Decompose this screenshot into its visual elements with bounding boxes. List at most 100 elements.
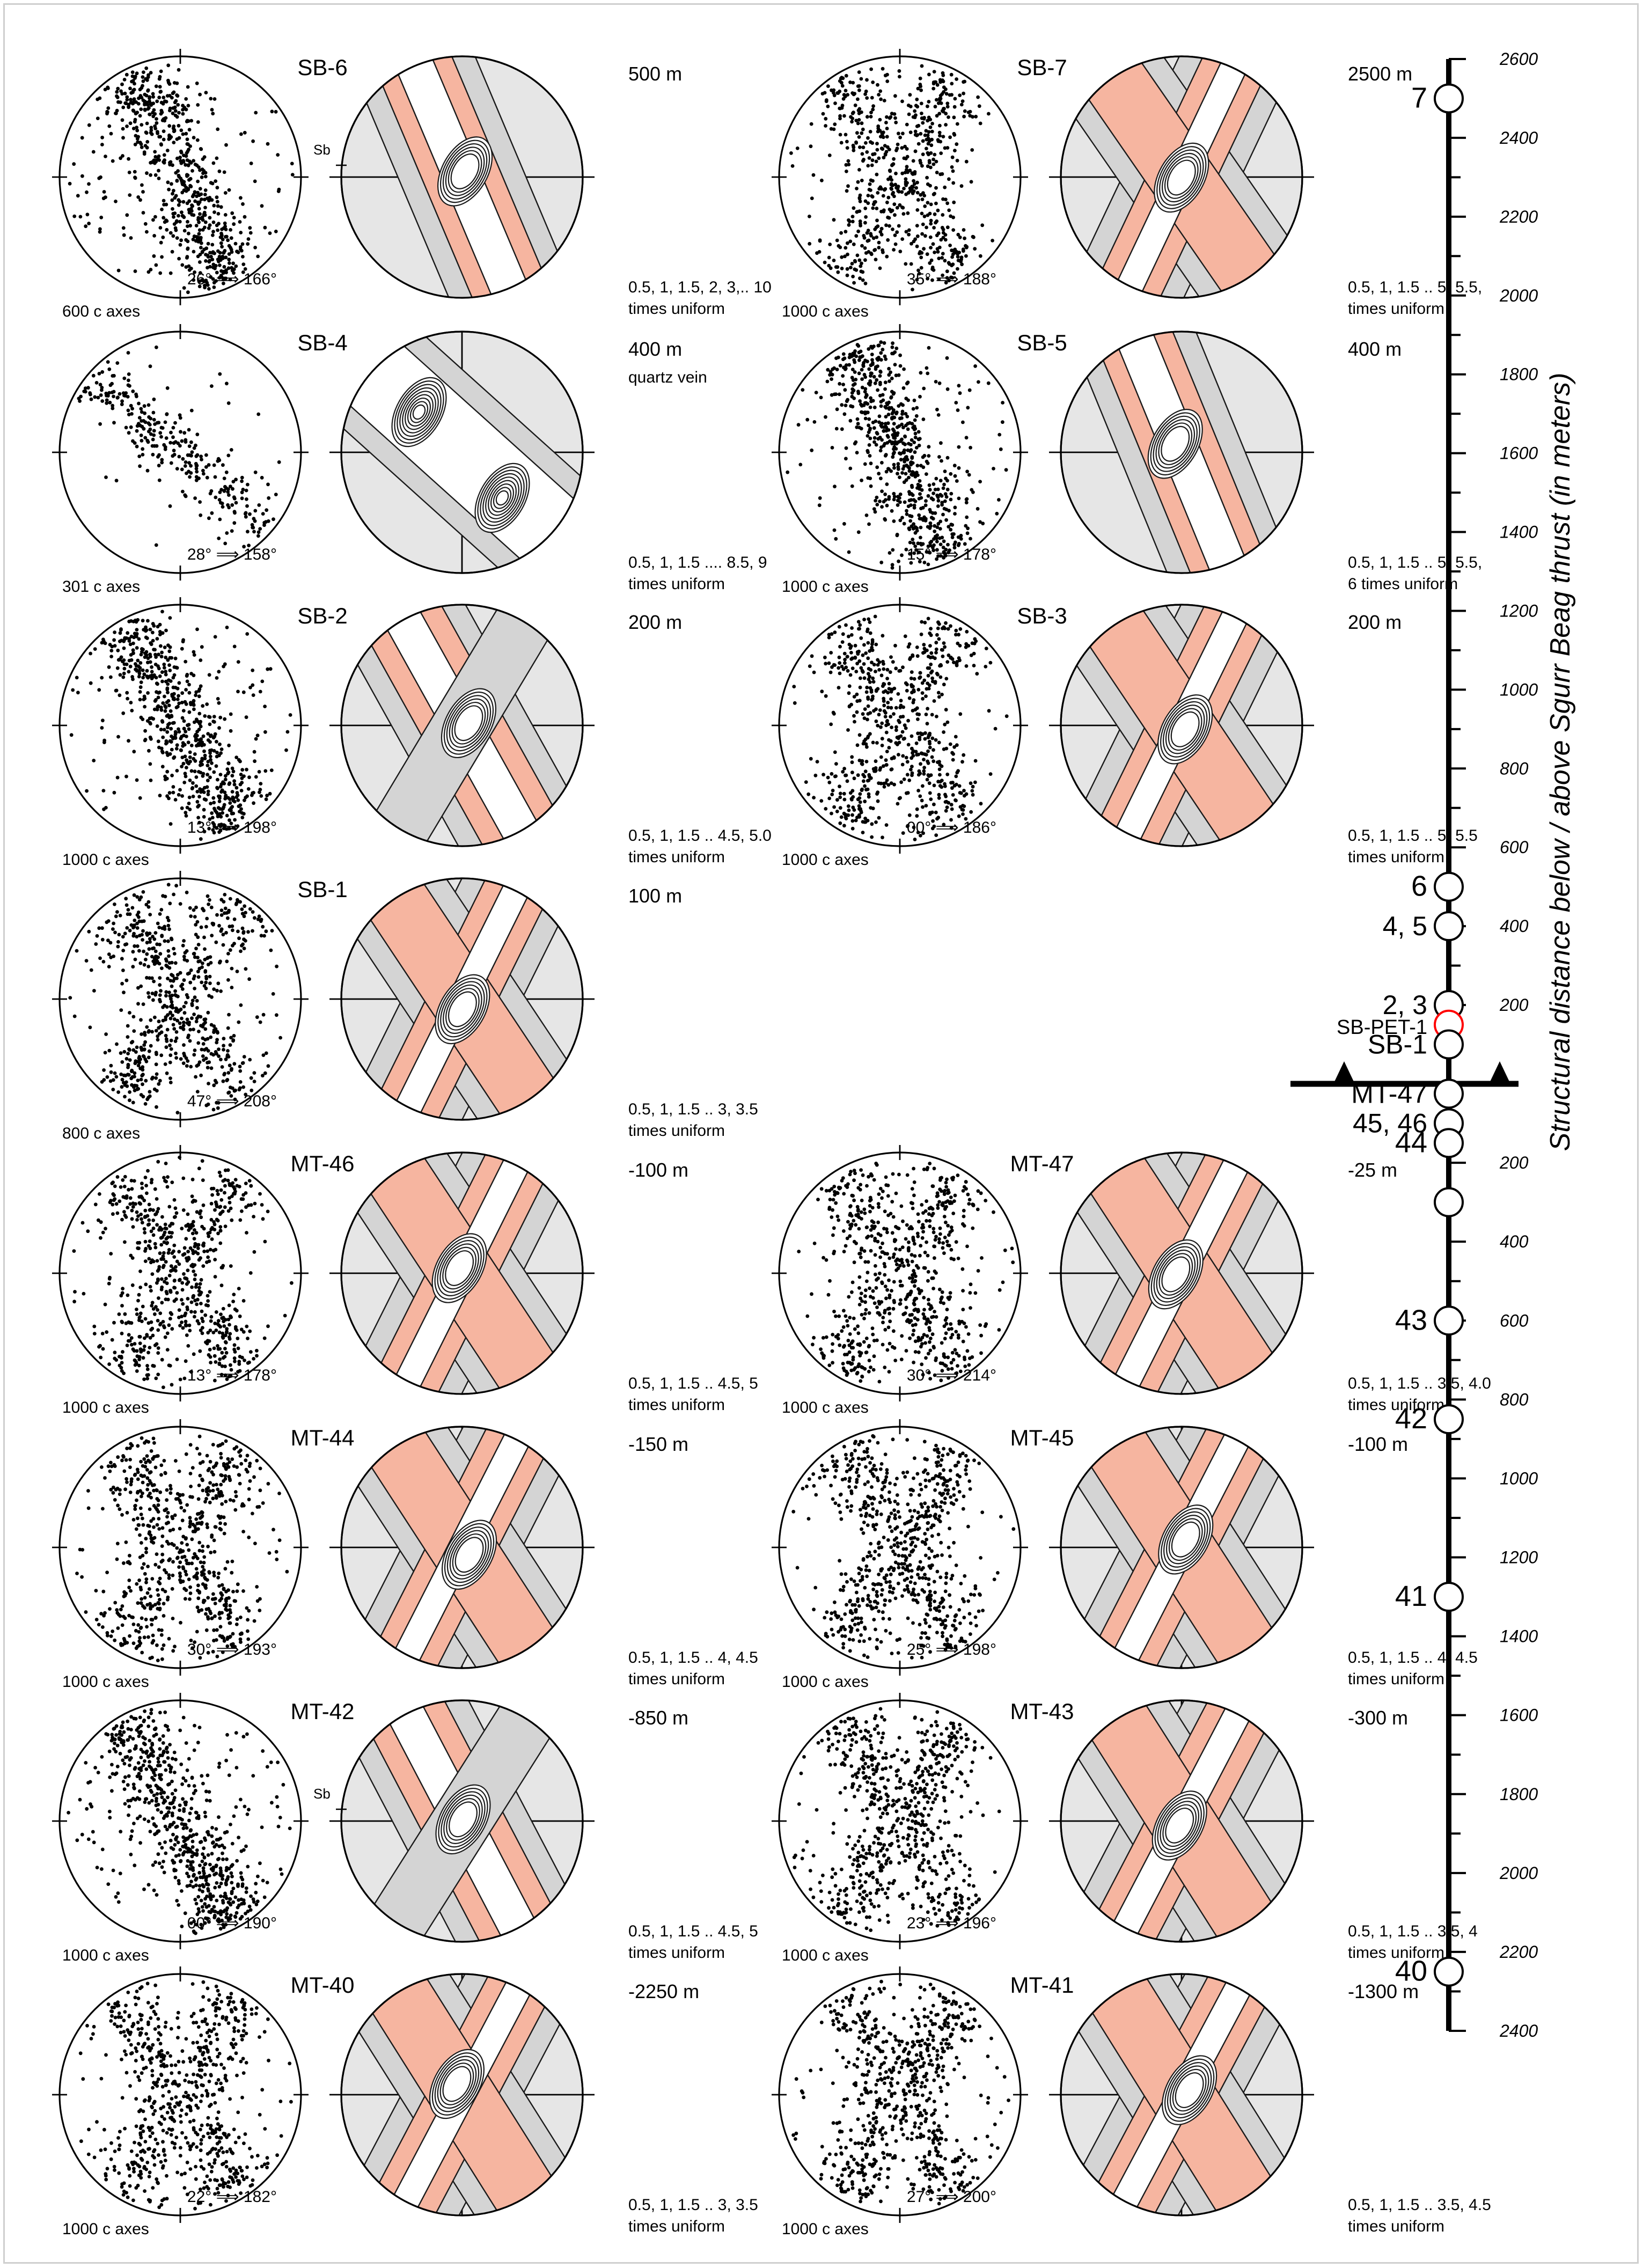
c-axis-point <box>146 1350 150 1355</box>
c-axis-point <box>165 219 169 223</box>
c-axis-point <box>201 704 205 708</box>
c-axis-point <box>154 1076 158 1080</box>
c-axis-point <box>195 194 199 199</box>
c-axis-point <box>184 702 188 706</box>
c-axis-point <box>252 750 256 754</box>
c-axis-point <box>898 439 903 443</box>
c-axis-point <box>893 182 898 187</box>
c-axis-point <box>841 770 845 774</box>
c-axis-point <box>898 518 903 523</box>
c-axis-point <box>224 143 228 147</box>
c-axis-point <box>184 494 188 498</box>
c-axis-point <box>138 1057 142 1061</box>
c-axis-point <box>131 439 135 443</box>
c-axis-point <box>871 236 876 240</box>
c-axis-point <box>173 440 178 444</box>
c-axis-point <box>215 751 219 754</box>
c-axis-point <box>194 775 199 779</box>
c-axis-point <box>897 404 901 408</box>
c-axis-point <box>962 91 965 96</box>
c-axis-point <box>160 1215 164 1219</box>
c-axis-point <box>234 478 238 482</box>
c-axis-point <box>207 226 211 230</box>
c-axis-point <box>885 667 890 672</box>
c-axis-point <box>850 219 855 224</box>
c-axis-point <box>155 708 159 711</box>
c-axis-point <box>900 99 904 104</box>
c-axis-point <box>173 961 178 965</box>
c-axis-point <box>848 80 852 84</box>
c-axis-point <box>194 946 198 951</box>
c-axis-point <box>119 655 123 659</box>
c-axis-point <box>203 1313 208 1317</box>
c-axis-point <box>870 346 874 350</box>
c-axis-point <box>153 124 157 128</box>
c-axis-point <box>926 142 930 146</box>
c-axis-point <box>911 473 914 477</box>
c-axis-point <box>199 236 203 240</box>
c-axis-point <box>855 343 860 347</box>
c-axis-point <box>863 207 868 210</box>
c-axis-point <box>261 924 265 929</box>
c-axis-point <box>175 236 179 240</box>
c-axis-point <box>893 116 897 120</box>
c-axis-point <box>874 443 878 447</box>
c-axis-point <box>123 91 127 96</box>
c-axis-point <box>164 990 168 994</box>
c-axis-point <box>934 380 938 384</box>
c-axis-point <box>199 241 203 245</box>
c-axis-point <box>116 944 120 949</box>
c-axis-point <box>238 247 243 251</box>
c-axis-point <box>808 241 812 246</box>
c-axis-point <box>143 1317 148 1321</box>
c-axis-point <box>143 1033 147 1037</box>
c-axis-point <box>141 676 145 680</box>
c-axis-point <box>930 676 934 680</box>
density-contour <box>402 391 436 434</box>
c-axis-point <box>973 247 977 251</box>
c-axis-point <box>151 935 155 938</box>
c-axis-point <box>141 1002 145 1006</box>
c-axis-point <box>944 92 949 96</box>
c-axis-point <box>168 616 172 620</box>
c-axis-point <box>196 816 200 820</box>
c-axis-point <box>964 645 968 649</box>
c-axis-point <box>85 212 90 217</box>
c-axis-point <box>923 620 927 625</box>
c-axis-point <box>861 270 865 274</box>
c-axis-point <box>867 617 871 621</box>
c-axis-point <box>943 238 948 242</box>
c-axis-point <box>160 650 164 655</box>
c-axis-point <box>250 1088 254 1092</box>
c-axis-point <box>846 184 850 188</box>
c-axis-point <box>218 807 222 811</box>
c-axis-point <box>892 497 896 502</box>
c-axis-point <box>98 230 102 234</box>
c-axis-point <box>140 1032 143 1036</box>
c-axis-point <box>859 666 863 670</box>
c-axis-point <box>964 254 968 258</box>
c-axis-point <box>166 923 171 928</box>
c-axis-point <box>832 259 836 262</box>
c-axis-point <box>173 656 178 660</box>
c-axis-point <box>940 225 944 230</box>
c-axis-point <box>900 730 905 734</box>
c-axis-point <box>92 759 96 762</box>
c-axis-point <box>194 1075 197 1079</box>
c-axis-point <box>890 725 893 729</box>
c-axis-point <box>232 222 236 226</box>
c-axis-point <box>212 831 216 835</box>
c-axis-point <box>226 1091 230 1095</box>
c-axis-point <box>244 796 248 799</box>
c-axis-point <box>196 254 200 259</box>
c-axis-point <box>921 542 925 546</box>
c-axis-point <box>148 913 152 916</box>
c-axis-point <box>212 203 216 208</box>
c-axis-point <box>158 794 162 798</box>
c-axis-point <box>101 789 106 792</box>
c-axis-point <box>145 121 149 126</box>
c-axis-point <box>884 415 888 419</box>
c-axis-point <box>173 1039 178 1043</box>
